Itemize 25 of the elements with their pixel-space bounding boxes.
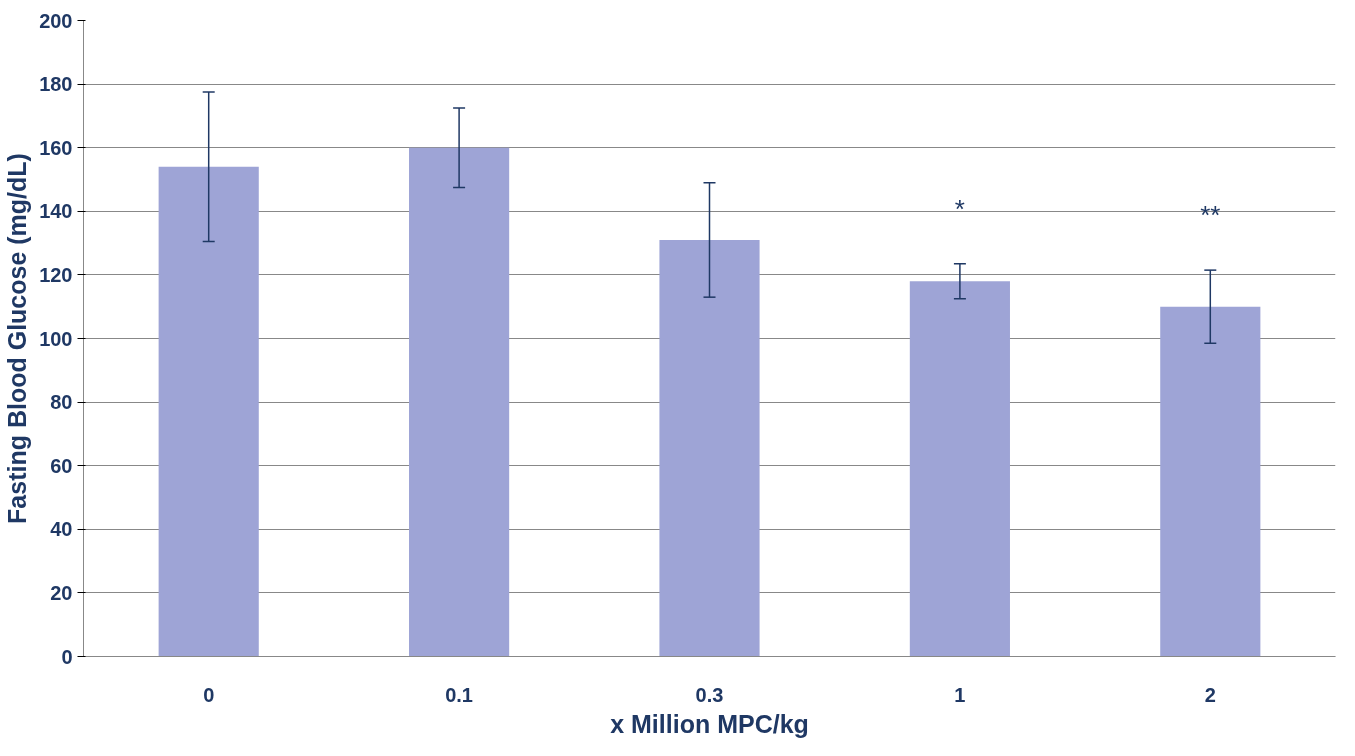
bar	[659, 239, 760, 657]
y-tick-label: 40	[50, 518, 73, 541]
y-tick-label: 200	[39, 9, 73, 32]
bar	[909, 281, 1010, 657]
bar	[1160, 306, 1261, 657]
annotation: **	[1200, 200, 1221, 231]
x-tick-label: 0.1	[445, 683, 474, 706]
y-axis-title: Fasting Blood Glucose (mg/dL)	[3, 153, 32, 524]
x-tick-label: 1	[954, 683, 966, 706]
x-tick-label: 0	[203, 683, 215, 706]
y-tick-label: 160	[39, 136, 73, 159]
y-tick-label: 140	[39, 200, 73, 223]
y-tick-label: 0	[61, 645, 73, 668]
y-tick-label: 100	[39, 327, 73, 350]
bar	[158, 166, 259, 657]
annotation: *	[954, 193, 965, 224]
y-tick-label: 80	[50, 391, 73, 414]
y-tick-label: 60	[50, 454, 73, 477]
y-tick-label: 20	[50, 581, 73, 604]
x-tick-label: 2	[1204, 683, 1216, 706]
y-tick-label: 120	[39, 263, 73, 286]
x-tick-label: 0.3	[695, 683, 724, 706]
y-tick-label: 180	[39, 73, 73, 96]
x-axis-title: x Million MPC/kg	[610, 709, 809, 738]
bar	[409, 147, 510, 657]
